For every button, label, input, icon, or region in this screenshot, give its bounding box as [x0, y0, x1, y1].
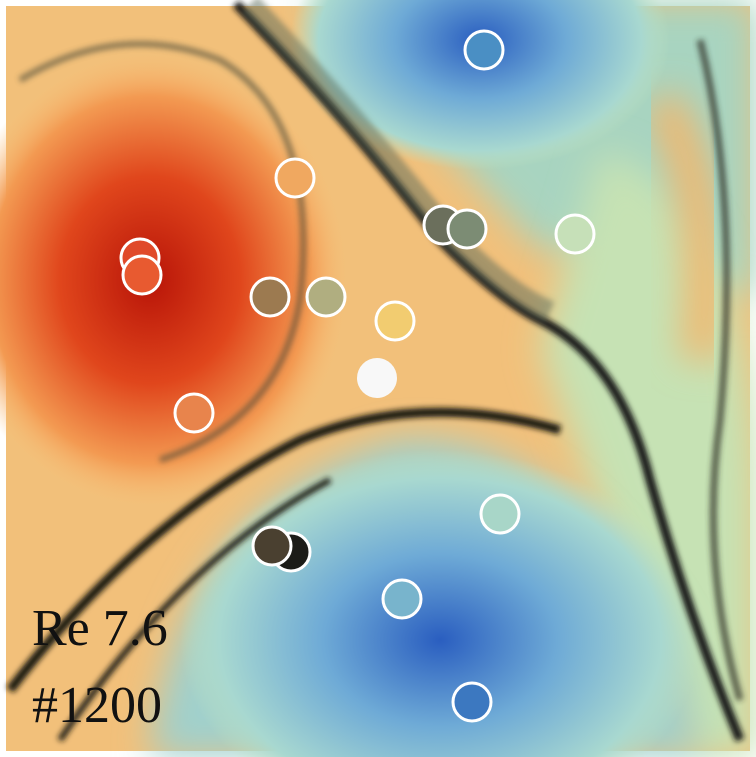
- particle: [374, 300, 416, 342]
- particles: [119, 29, 596, 723]
- particle: [446, 208, 488, 250]
- particle: [463, 29, 505, 71]
- particle: [381, 578, 423, 620]
- particle: [173, 392, 215, 434]
- particle: [249, 276, 291, 318]
- particle: [357, 358, 397, 398]
- particle: [451, 681, 493, 723]
- particle: [479, 493, 521, 535]
- particle: [274, 157, 316, 199]
- particle: [121, 254, 163, 296]
- reynolds-label: Re 7.6: [32, 600, 168, 657]
- particle: [251, 525, 293, 567]
- particle: [305, 276, 347, 318]
- particle: [554, 213, 596, 255]
- frame-label: #1200: [32, 677, 162, 734]
